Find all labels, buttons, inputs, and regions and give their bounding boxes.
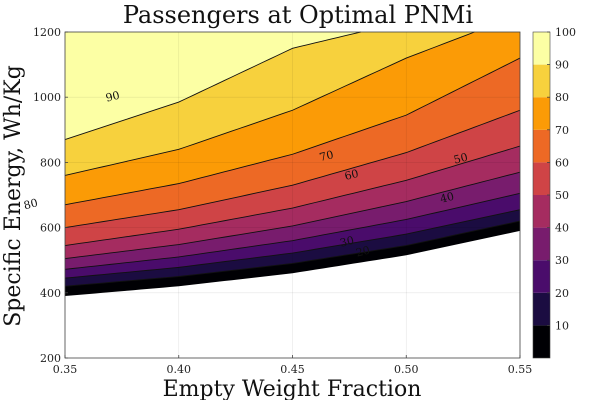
contour-line-40 xyxy=(64,171,521,260)
colorbar-swatch xyxy=(533,292,550,326)
colorbar-swatch xyxy=(533,162,550,195)
contour-label-30: 30 xyxy=(339,234,356,250)
colorbar: 10 20 30 40 50 60 70 80 90 100 xyxy=(532,26,576,359)
colorbar-tick-label: 20 xyxy=(555,287,569,300)
contour-label-40: 40 xyxy=(439,190,456,206)
x-tick-label: 0.50 xyxy=(394,363,419,376)
colorbar-swatch xyxy=(533,129,550,163)
y-tick-label: 600 xyxy=(40,222,61,235)
y-tick-label: 1000 xyxy=(33,91,61,104)
chart-title: Passengers at Optimal PNMi xyxy=(123,1,474,29)
x-tick-label: 0.55 xyxy=(508,363,533,376)
contour-label-60: 60 xyxy=(343,167,360,183)
colorbar-tick-label: 10 xyxy=(555,319,569,332)
contour-line-10 xyxy=(64,220,521,287)
y-axis-label: Specific Energy, Wh/Kg xyxy=(1,65,26,327)
colorbar-tick-label: 30 xyxy=(555,254,569,267)
contour-label-90: 90 xyxy=(104,89,121,105)
colorbar-tick-label: 70 xyxy=(555,124,569,137)
colorbar-tick-label: 90 xyxy=(555,59,569,72)
y-tick-label: 800 xyxy=(40,156,61,169)
colorbar-tick-label: 40 xyxy=(555,222,569,235)
colorbar-tick-label: 60 xyxy=(555,156,569,169)
colorbar-swatch xyxy=(533,64,550,98)
x-axis: 0.35 0.40 0.45 0.50 0.55 xyxy=(53,355,533,376)
colorbar-swatch xyxy=(533,260,550,293)
contour-line-20 xyxy=(64,209,521,279)
contour-label-20: 20 xyxy=(355,244,372,260)
colorbar-swatch xyxy=(533,227,550,261)
contour-label-70: 70 xyxy=(318,148,335,164)
contour-line-80 xyxy=(64,31,475,176)
colorbar-swatch xyxy=(533,195,550,228)
y-axis: 200 400 600 800 1000 1200 xyxy=(33,26,68,365)
y-tick-label: 400 xyxy=(40,287,61,300)
y-tick-label: 1200 xyxy=(33,26,61,39)
contour-label-80: 80 xyxy=(22,196,39,212)
y-tick-label: 200 xyxy=(40,352,61,365)
colorbar-swatch xyxy=(533,97,550,130)
contour-line-90 xyxy=(64,31,361,141)
x-tick-label: 0.40 xyxy=(167,363,192,376)
colorbar-tick-label: 100 xyxy=(555,26,576,39)
x-tick-label: 0.35 xyxy=(53,363,78,376)
contour-line-50 xyxy=(64,145,521,246)
band-90-100 xyxy=(65,32,520,140)
colorbar-swatch xyxy=(533,325,550,358)
x-axis-label: Empty Weight Fraction xyxy=(163,377,422,400)
contour-line-30 xyxy=(64,192,521,270)
contour-line-60 xyxy=(64,109,521,229)
colorbar-tick-label: 50 xyxy=(555,189,569,202)
x-tick-label: 0.45 xyxy=(280,363,305,376)
colorbar-swatch xyxy=(533,32,550,65)
colorbar-tick-label: 80 xyxy=(555,91,569,104)
contour-label-50: 50 xyxy=(452,151,469,167)
contour-line-70 xyxy=(64,57,521,206)
